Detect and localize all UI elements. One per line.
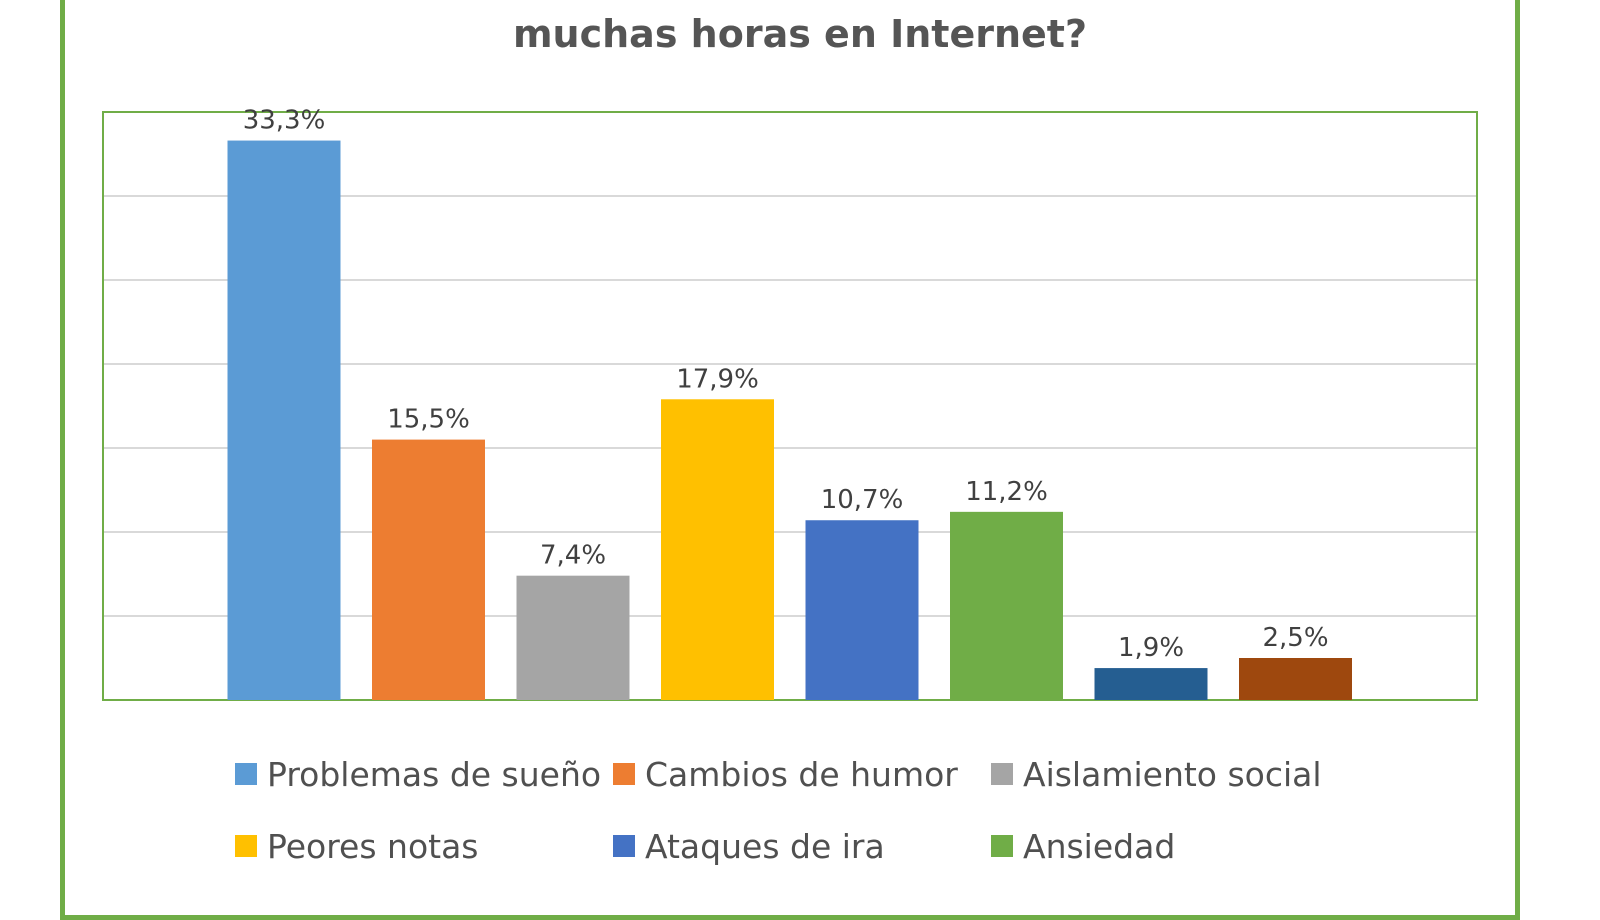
chart-title-line2: muchas horas en Internet? [512, 12, 1088, 56]
bar-7 [1094, 668, 1208, 700]
legend-item-ansiedad: Ansiedad [991, 824, 1175, 868]
legend-swatch [235, 763, 257, 785]
data-label-1: 33,3% [243, 106, 326, 136]
legend-swatch [991, 763, 1013, 785]
bar-2 [372, 439, 485, 700]
data-label-6: 11,2% [965, 477, 1048, 507]
legend-label: Cambios de humor [645, 754, 958, 794]
legend-item-problemas-de-sueno: Problemas de sueño [235, 752, 601, 796]
legend-item-aislamiento-social: Aislamiento social [991, 752, 1322, 796]
legend-label: Aislamiento social [1023, 754, 1322, 794]
legend-item-ataques-de-ira: Ataques de ira [613, 824, 885, 868]
legend-swatch [613, 763, 635, 785]
legend-item-peores-notas: Peores notas [235, 824, 479, 868]
bar-6 [950, 511, 1063, 700]
plot-area-border [102, 111, 1478, 701]
legend-item-cambios-de-humor: Cambios de humor [613, 752, 958, 796]
data-label-7: 1,9% [1118, 633, 1184, 663]
data-label-8: 2,5% [1262, 623, 1328, 653]
bar-4 [661, 399, 774, 700]
legend-label: Ansiedad [1023, 826, 1176, 866]
bar-3 [516, 575, 630, 700]
bar-8 [1239, 658, 1352, 700]
data-label-5: 10,7% [821, 485, 904, 515]
data-label-2: 15,5% [387, 405, 470, 435]
legend-swatch [991, 835, 1013, 857]
bar-chart: 33,3% 15,5% 7,4% 17,9% 10,7% 11,2% 1,9% 2,5% [102, 106, 1478, 701]
legend-swatch [613, 835, 635, 857]
legend-label: Ataques de ira [645, 826, 885, 866]
legend-label: Peores notas [267, 826, 479, 866]
data-label-3: 7,4% [540, 541, 606, 571]
bar-5 [805, 520, 919, 700]
bar-1 [227, 140, 341, 700]
legend-swatch [235, 835, 257, 857]
legend-label: Problemas de sueño [267, 754, 602, 794]
chart-title: muchas horas en Internet? [0, 12, 1600, 56]
data-label-4: 17,9% [676, 364, 759, 394]
